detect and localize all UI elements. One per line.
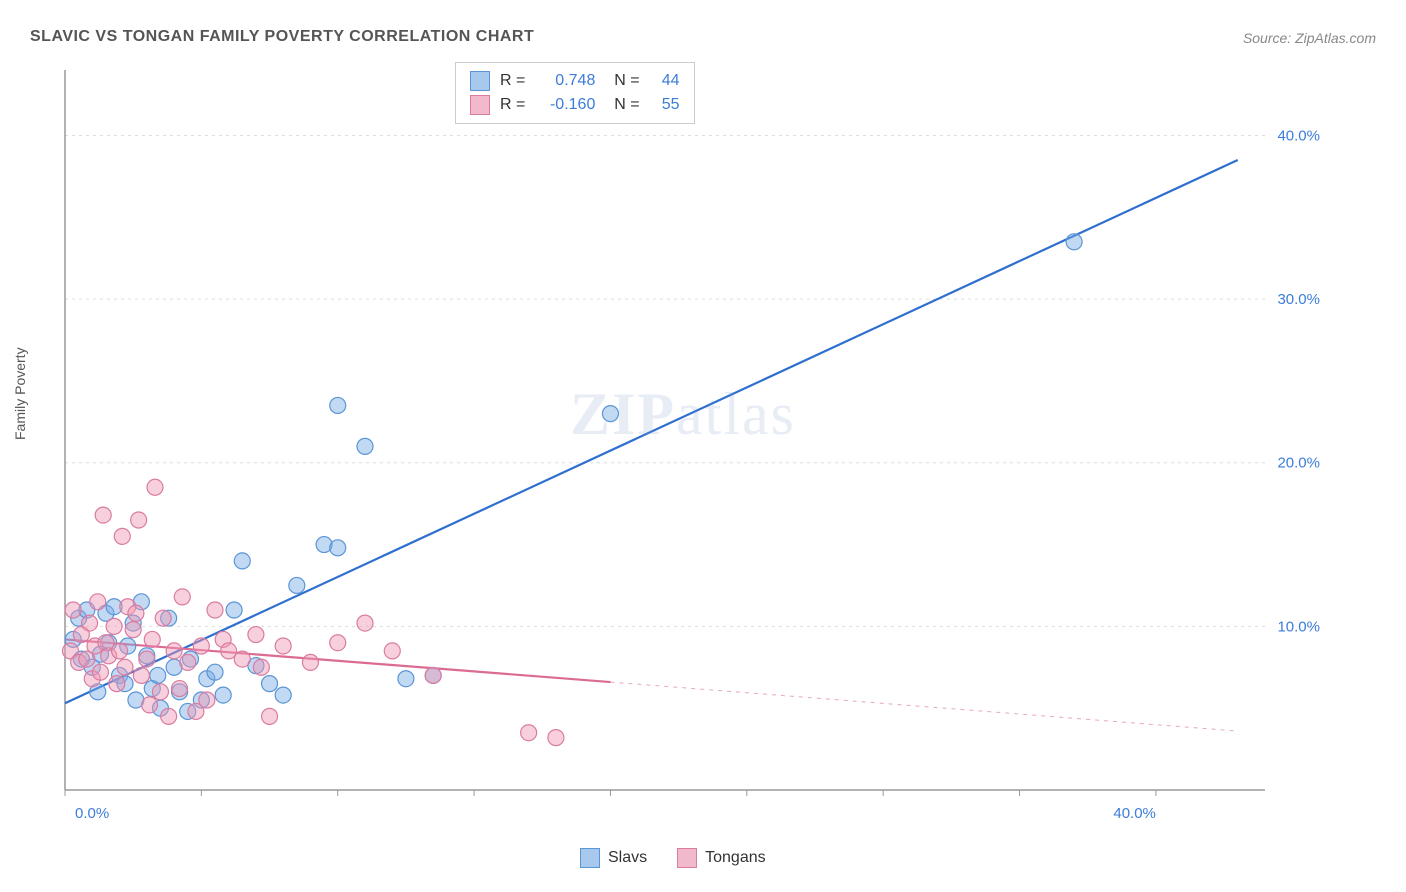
swatch-slavs	[470, 71, 490, 91]
chart-container: SLAVIC VS TONGAN FAMILY POVERTY CORRELAT…	[0, 0, 1406, 892]
r-value-slavs: 0.748	[535, 69, 595, 93]
correlation-legend: R = 0.748 N = 44 R = -0.160 N = 55	[455, 62, 695, 124]
svg-text:40.0%: 40.0%	[1277, 127, 1320, 144]
legend-row-slavs: R = 0.748 N = 44	[470, 69, 680, 93]
series-legend: Slavs Tongans	[580, 848, 766, 868]
legend-item-tongans: Tongans	[677, 848, 766, 868]
n-value-tongans: 55	[650, 93, 680, 117]
svg-text:10.0%: 10.0%	[1277, 618, 1320, 635]
swatch-tongans-icon	[677, 848, 697, 868]
scatter-plot-svg: 10.0% 20.0% 30.0% 40.0% 0.0% 40.0%	[55, 60, 1335, 840]
r-label: R =	[500, 93, 525, 117]
legend-label-slavs: Slavs	[608, 849, 647, 867]
n-label: N =	[605, 69, 639, 93]
r-label: R =	[500, 69, 525, 93]
legend-row-tongans: R = -0.160 N = 55	[470, 93, 680, 117]
plot-area: 10.0% 20.0% 30.0% 40.0% 0.0% 40.0%	[55, 60, 1335, 840]
n-value-slavs: 44	[650, 69, 680, 93]
svg-text:40.0%: 40.0%	[1113, 805, 1156, 822]
legend-item-slavs: Slavs	[580, 848, 647, 868]
n-label: N =	[605, 93, 639, 117]
y-axis-label: Family Poverty	[12, 347, 28, 440]
r-value-tongans: -0.160	[535, 93, 595, 117]
swatch-slavs-icon	[580, 848, 600, 868]
svg-text:20.0%: 20.0%	[1277, 455, 1320, 472]
chart-title: SLAVIC VS TONGAN FAMILY POVERTY CORRELAT…	[30, 28, 534, 46]
svg-text:30.0%: 30.0%	[1277, 291, 1320, 308]
legend-label-tongans: Tongans	[705, 849, 766, 867]
swatch-tongans	[470, 95, 490, 115]
svg-text:0.0%: 0.0%	[75, 805, 109, 822]
source-attribution: Source: ZipAtlas.com	[1243, 30, 1376, 46]
